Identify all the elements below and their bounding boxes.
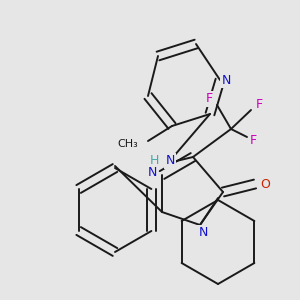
Text: F: F (206, 92, 213, 106)
Text: F: F (255, 98, 262, 110)
Text: F: F (249, 134, 256, 148)
Text: N: N (198, 226, 208, 239)
Text: CH₃: CH₃ (117, 139, 138, 149)
Text: N: N (221, 74, 231, 86)
Text: O: O (260, 178, 270, 190)
Text: H: H (149, 154, 159, 167)
Text: N: N (165, 154, 175, 167)
Text: N: N (147, 167, 157, 179)
